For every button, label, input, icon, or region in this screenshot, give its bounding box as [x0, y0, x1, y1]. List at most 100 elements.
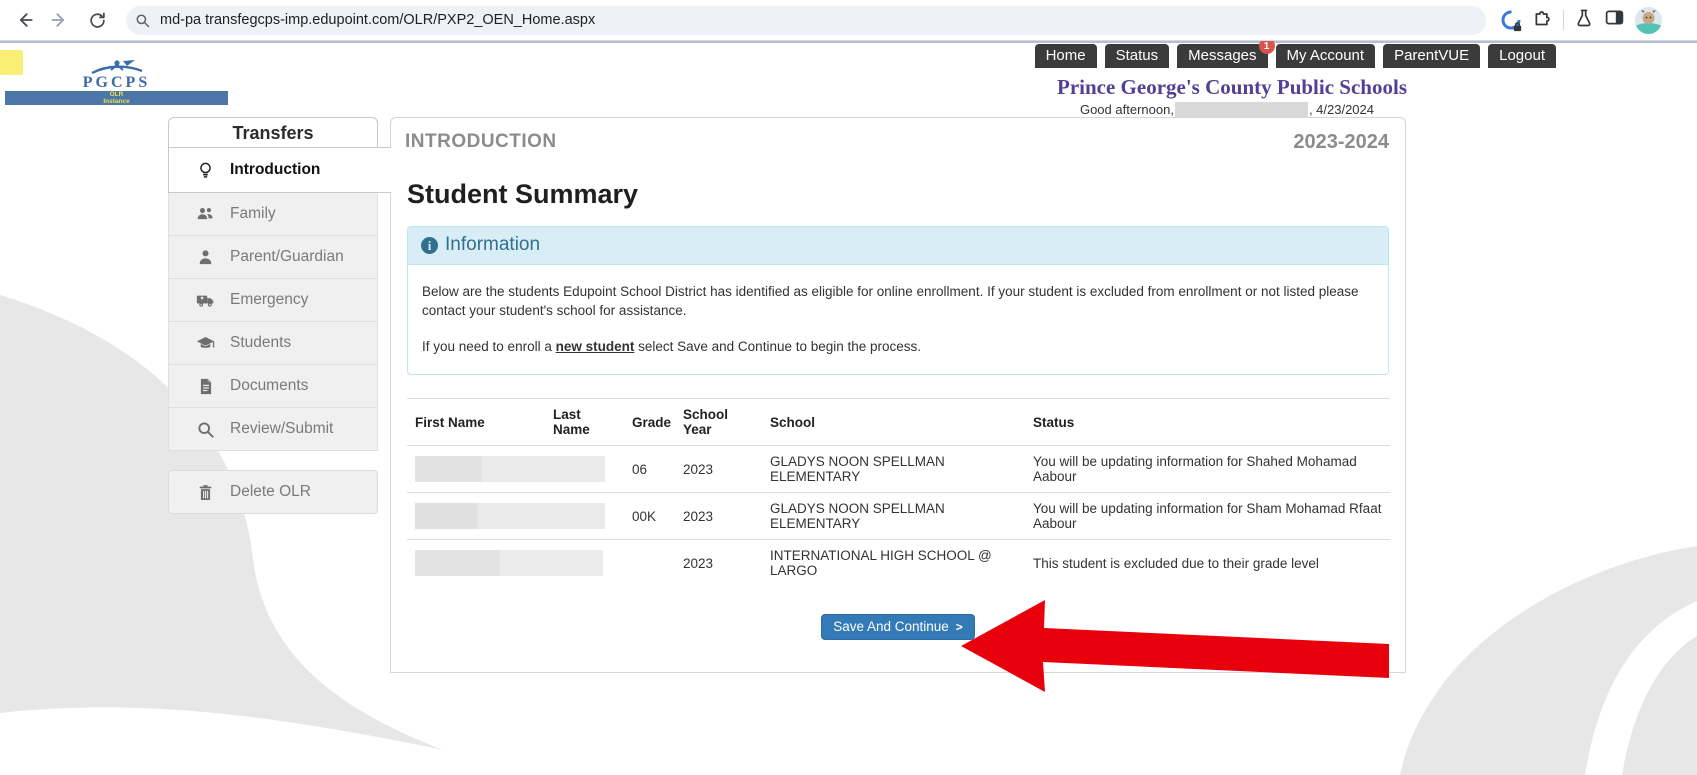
section-label: INTRODUCTION: [405, 131, 557, 152]
chevron-right-icon: >: [955, 619, 963, 634]
sidebar-item-introduction[interactable]: Introduction: [168, 147, 391, 193]
sidebar-item-label: Documents: [230, 377, 309, 394]
sidebar-item-students[interactable]: Students: [168, 321, 378, 365]
sidebar-item-review-submit[interactable]: Review/Submit: [168, 407, 378, 451]
sidebar-item-label: Parent/Guardian: [230, 248, 344, 265]
messages-badge: 1: [1258, 38, 1275, 54]
sidebar-item-documents[interactable]: Documents: [168, 364, 378, 408]
save-and-continue-button[interactable]: Save And Continue >: [821, 614, 975, 641]
sidebar-item-label: Review/Submit: [230, 420, 334, 437]
sidebar-item-family[interactable]: Family: [168, 192, 378, 236]
cell-school: GLADYS NOON SPELLMAN ELEMENTARY: [762, 492, 1025, 540]
table-row: 00K 2023 GLADYS NOON SPELLMAN ELEMENTARY…: [407, 492, 1390, 540]
page-title: Student Summary: [407, 179, 639, 209]
sidebar-title: Transfers: [232, 122, 314, 143]
trash-icon: [196, 484, 215, 501]
privacy-badge-icon[interactable]: [1500, 9, 1522, 32]
cell-school: GLADYS NOON SPELLMAN ELEMENTARY: [762, 445, 1025, 493]
col-school-year: School Year: [675, 398, 762, 446]
table-row: 06 2023 GLADYS NOON SPELLMAN ELEMENTARY …: [407, 445, 1390, 493]
background-swoosh: [0, 295, 1697, 775]
cell-school-year: 2023: [675, 492, 762, 540]
pgcps-logo-graphic: [5, 59, 228, 75]
sidebar-item-emergency[interactable]: Emergency: [168, 278, 378, 322]
reload-icon[interactable]: [80, 3, 114, 37]
col-status: Status: [1025, 398, 1390, 446]
sidebar-item-label: Introduction: [230, 161, 321, 178]
info-circle-icon: i: [421, 236, 438, 254]
forward-icon[interactable]: [42, 3, 76, 37]
ambulance-icon: [196, 292, 215, 308]
extensions-icon[interactable]: [1532, 7, 1553, 33]
greeting-prefix: Good afternoon,: [1079, 102, 1174, 117]
information-title: Information: [445, 234, 541, 255]
cell-school: INTERNATIONAL HIGH SCHOOL @ LARGO: [762, 539, 1025, 587]
table-row: 2023 INTERNATIONAL HIGH SCHOOL @ LARGO T…: [407, 539, 1390, 587]
profile-avatar[interactable]: [1635, 6, 1662, 34]
redacted-user-name: [1174, 102, 1308, 117]
nav-button-home[interactable]: Home: [1034, 44, 1097, 68]
toolbar-divider: [1563, 10, 1564, 30]
col-first-name: First Name: [407, 398, 545, 446]
col-grade: Grade: [624, 398, 675, 446]
information-body: Below are the students Edupoint School D…: [408, 265, 1388, 375]
back-icon[interactable]: [8, 3, 42, 37]
nav-button-parentvue[interactable]: ParentVUE: [1383, 44, 1481, 68]
lightbulb-icon: [196, 161, 215, 180]
greeting-date: , 4/23/2024: [1308, 102, 1374, 117]
sidebar-item-parent-guardian[interactable]: Parent/Guardian: [168, 235, 378, 279]
top-navigation: Home Status Messages 1 My Account Parent…: [1034, 38, 1556, 68]
content-header: INTRODUCTION 2023-2024: [391, 118, 1405, 154]
family-icon: [196, 206, 215, 222]
cell-grade: 00K: [624, 492, 675, 540]
url-text[interactable]: md-pa transfegcps-imp.edupoint.com/OLR/P…: [160, 12, 596, 28]
cell-status: You will be updating information for Sha…: [1025, 492, 1390, 540]
pgcps-logo: PGCPS OLR Instance: [5, 59, 228, 105]
cell-school-year: 2023: [675, 445, 762, 493]
nav-button-my-account[interactable]: My Account: [1275, 44, 1376, 68]
address-bar[interactable]: md-pa transfegcps-imp.edupoint.com/OLR/P…: [126, 5, 1486, 35]
information-panel-header: i Information: [408, 227, 1388, 265]
nav-button-messages[interactable]: Messages 1: [1177, 38, 1275, 68]
cell-grade: 06: [624, 445, 675, 493]
sidebar-title-box: Transfers: [168, 117, 378, 148]
yellow-highlight-marker: [0, 50, 23, 75]
side-panel-icon[interactable]: [1604, 7, 1625, 33]
main-content-panel: INTRODUCTION 2023-2024 Student Summary i…: [390, 117, 1406, 673]
sidebar-item-label: Students: [230, 334, 292, 351]
school-year-label: 2023-2024: [1293, 131, 1389, 153]
cell-status: You will be updating information for Sha…: [1025, 445, 1390, 493]
olr-instance-banner: OLR Instance: [5, 91, 228, 105]
info-paragraph-1: Below are the students Edupoint School D…: [422, 284, 1359, 319]
search-icon: [130, 8, 154, 32]
sidebar-item-delete-olr[interactable]: Delete OLR: [168, 470, 378, 514]
cell-status: This student is excluded due to their gr…: [1025, 539, 1390, 587]
student-summary-table: First Name Last Name Grade School Year S…: [407, 398, 1390, 587]
magnifier-icon: [196, 421, 215, 438]
sidebar-item-label: Emergency: [230, 291, 309, 308]
graduation-cap-icon: [196, 336, 215, 351]
header-top-divider: [0, 41, 1697, 43]
sidebar: Transfers Introduction Family Parent/Gua…: [168, 117, 391, 514]
greeting: Good afternoon, , 4/23/2024: [1080, 102, 1374, 117]
browser-toolbar: md-pa transfegcps-imp.edupoint.com/OLR/P…: [0, 0, 1697, 41]
cell-school-year: 2023: [675, 539, 762, 587]
sidebar-item-label: Delete OLR: [230, 483, 311, 500]
document-icon: [196, 378, 215, 395]
col-school: School: [762, 398, 1025, 446]
information-panel: i Information Below are the students Edu…: [407, 226, 1389, 376]
sidebar-item-label: Family: [230, 205, 276, 222]
page-root: PGCPS OLR Instance Home Status Messages …: [0, 38, 1697, 775]
cell-grade: [624, 539, 675, 587]
nav-button-status[interactable]: Status: [1104, 44, 1170, 68]
col-last-name: Last Name: [545, 398, 624, 446]
person-icon: [196, 249, 215, 266]
district-title: Prince George's County Public Schools: [1057, 75, 1407, 99]
flask-icon[interactable]: [1574, 8, 1594, 33]
nav-button-logout[interactable]: Logout: [1488, 44, 1556, 68]
table-header-row: First Name Last Name Grade School Year S…: [407, 398, 1390, 446]
new-student-emphasis: new student: [555, 339, 635, 355]
action-row: Save And Continue >: [391, 614, 1405, 641]
info-paragraph-2: If you need to enroll a new student sele…: [422, 339, 922, 355]
pgcps-logo-text: PGCPS: [82, 74, 151, 91]
